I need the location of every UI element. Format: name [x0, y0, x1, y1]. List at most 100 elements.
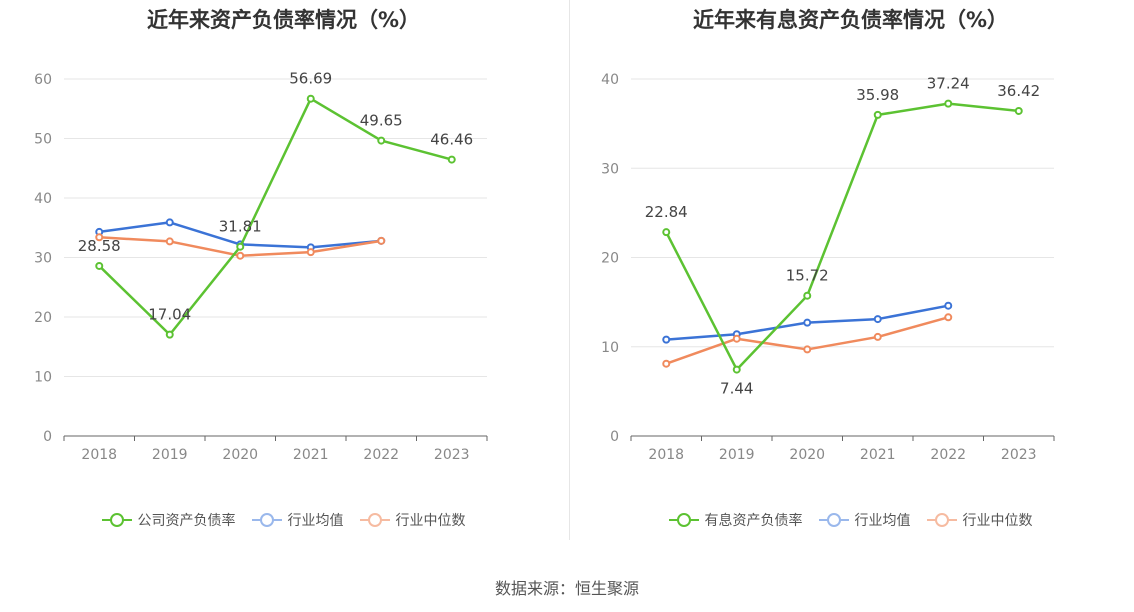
legend-line-marker-icon: [818, 512, 849, 528]
data-point: [306, 248, 315, 257]
data-point: [447, 155, 456, 164]
data-point: [944, 99, 953, 108]
data-point: [732, 365, 741, 374]
debt-ratio-plot: 0 10 20 30 40 50 60 2018 2019 2020 2021 2022 2023 28.…: [34, 70, 488, 463]
data-label: 46.46: [430, 131, 473, 149]
legend-item-company[interactable]: 有息资产负债率: [668, 510, 803, 530]
y-tick-label: 30: [34, 251, 52, 267]
x-tick-label: 2019: [152, 447, 188, 463]
interest-bearing-debt-ratio-plot: 0 10 20 30 40 2018 2019 2020 2021 2022 2023 22.84 7.…: [601, 72, 1055, 463]
chart-title: 近年来资产负债率情况（%）: [146, 8, 421, 32]
y-tick-label: 20: [601, 251, 619, 267]
y-tick-label: 50: [34, 132, 52, 148]
data-label: 56.69: [289, 70, 332, 88]
data-point: [662, 228, 671, 237]
data-point: [306, 94, 315, 103]
y-tick-label: 40: [34, 191, 52, 207]
data-point: [873, 110, 882, 119]
data-label: 36.42: [997, 82, 1040, 100]
series-avg: [662, 301, 953, 344]
series-company: 22.84 7.44 15.72 35.98 37.24 36.42: [645, 75, 1040, 398]
data-point: [165, 330, 174, 339]
x-tick-label: 2018: [648, 447, 684, 463]
legend-label: 行业中位数: [395, 513, 466, 529]
legend-line-marker-icon: [251, 512, 282, 528]
y-tick-label: 60: [34, 72, 52, 88]
data-point: [95, 261, 104, 270]
x-tick-label: 2018: [81, 447, 117, 463]
x-tick-label: 2023: [434, 447, 470, 463]
legend-label: 行业均值: [854, 513, 911, 529]
series-median: [95, 233, 386, 260]
data-point: [236, 251, 245, 260]
data-label: 37.24: [927, 75, 970, 93]
chart-legend: 有息资产负债率 行业均值 行业中位数: [567, 510, 1134, 530]
data-point: [662, 359, 671, 368]
data-point: [377, 136, 386, 145]
data-point: [873, 332, 882, 341]
chart-legend: 公司资产负债率 行业均值 行业中位数: [0, 510, 567, 530]
data-point: [165, 218, 174, 227]
legend-line-marker-icon: [359, 512, 390, 528]
legend-item-company[interactable]: 公司资产负债率: [101, 510, 236, 530]
x-tick-label: 2020: [222, 447, 258, 463]
grid-lines: [631, 78, 1054, 348]
y-tick-label: 40: [601, 72, 619, 88]
x-tick-label: 2020: [789, 447, 825, 463]
data-label: 35.98: [856, 86, 899, 104]
legend-item-industry-average[interactable]: 行业均值: [818, 510, 911, 530]
legend-label: 行业中位数: [962, 513, 1033, 529]
series-line: [665, 102, 1019, 371]
panel-divider: [569, 0, 570, 540]
data-point: [803, 318, 812, 327]
data-point: [803, 345, 812, 354]
y-tick-label: 10: [34, 370, 52, 386]
y-tick-label: 0: [43, 429, 52, 445]
data-point: [236, 242, 245, 251]
data-label: 49.65: [360, 112, 403, 130]
data-source-caption: 数据来源：恒生聚源: [494, 579, 639, 598]
series-company: 28.58 17.04 31.81 56.69 49.65 46.46: [78, 70, 473, 339]
x-tick-label: 2023: [1001, 447, 1037, 463]
data-point: [377, 236, 386, 245]
x-tick-label: 2021: [860, 447, 896, 463]
data-point: [944, 301, 953, 310]
series-median: [662, 313, 953, 368]
legend-line-marker-icon: [101, 512, 132, 528]
legend-label: 行业均值: [287, 513, 344, 529]
legend-label: 公司资产负债率: [137, 513, 236, 529]
legend-item-industry-median[interactable]: 行业中位数: [926, 510, 1033, 530]
data-point: [873, 315, 882, 324]
data-label: 22.84: [645, 203, 688, 221]
y-tick-label: 30: [601, 161, 619, 177]
x-tick-label: 2022: [363, 447, 399, 463]
chart-title: 近年来有息资产负债率情况（%）: [692, 8, 1009, 32]
x-tick-label: 2021: [293, 447, 329, 463]
data-point: [1014, 106, 1023, 115]
data-label: 28.58: [78, 237, 121, 255]
data-label: 7.44: [720, 380, 753, 398]
legend-item-industry-average[interactable]: 行业均值: [251, 510, 344, 530]
x-tick-label: 2022: [930, 447, 966, 463]
data-point: [803, 291, 812, 300]
y-tick-label: 0: [610, 429, 619, 445]
legend-item-industry-median[interactable]: 行业中位数: [359, 510, 466, 530]
data-label: 17.04: [148, 306, 191, 324]
data-point: [165, 237, 174, 246]
interest-bearing-debt-ratio-chart-panel: 近年来有息资产负债率情况（%） 0 10 20 30 40 2018 2019 2020 202…: [567, 0, 1134, 545]
data-point: [732, 334, 741, 343]
data-point: [95, 233, 104, 242]
legend-line-marker-icon: [668, 512, 699, 528]
series-line: [98, 97, 453, 336]
data-label: 31.81: [219, 218, 262, 236]
y-tick-label: 10: [601, 340, 619, 356]
data-point: [662, 335, 671, 344]
grid-lines: [64, 78, 487, 377]
legend-label: 有息资产负债率: [704, 513, 803, 529]
y-tick-label: 20: [34, 310, 52, 326]
legend-line-marker-icon: [926, 512, 957, 528]
debt-ratio-chart-panel: 近年来资产负债率情况（%） 0 10 20 30 40 50 60 2018 2019 2020 2…: [0, 0, 567, 545]
data-point: [944, 313, 953, 322]
x-tick-label: 2019: [719, 447, 755, 463]
